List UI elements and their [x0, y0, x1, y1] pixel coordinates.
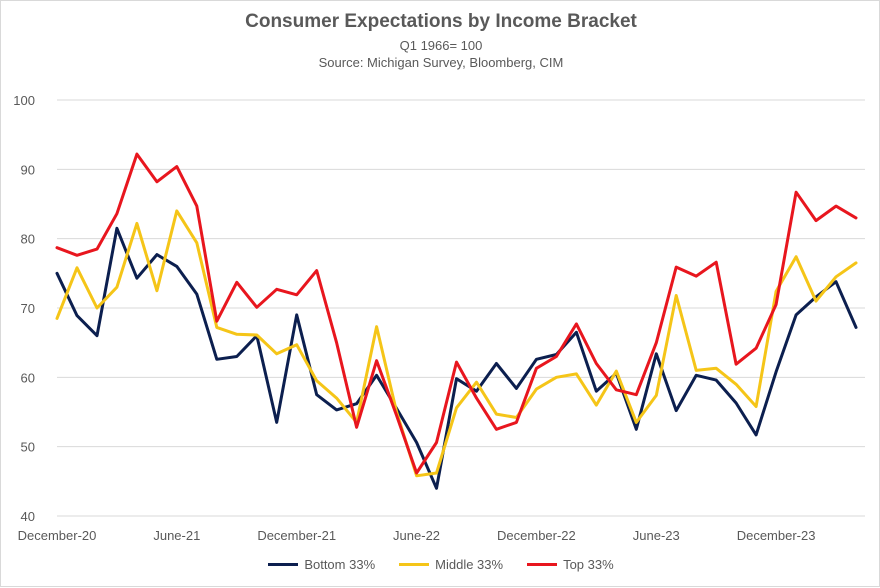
legend-swatch	[527, 563, 558, 566]
gridlines	[57, 99, 865, 517]
legend-swatch	[399, 563, 430, 566]
legend-label: Top 33%	[563, 557, 614, 572]
x-tick-label: June-21	[153, 528, 200, 543]
series-line-bottom-33	[55, 226, 858, 490]
chart-subtitle-source: Source: Michigan Survey, Bloomberg, CIM	[318, 55, 564, 70]
y-tick-label: 90	[21, 162, 35, 177]
series-lines	[55, 152, 858, 490]
chart-title: Consumer Expectations by Income Bracket	[245, 11, 637, 32]
x-tick-label: June-23	[633, 528, 680, 543]
x-tick-label: December-22	[497, 528, 576, 543]
y-tick-label: 80	[21, 232, 35, 247]
y-tick-label: 70	[21, 301, 35, 316]
series-line-middle-33	[55, 209, 858, 478]
y-tick-label: 40	[21, 509, 35, 524]
y-tick-label: 60	[21, 370, 35, 385]
x-tick-label: June-22	[393, 528, 440, 543]
legend-item: Bottom 33%	[268, 557, 375, 572]
legend-swatch	[268, 563, 299, 566]
series-line-top-33	[55, 152, 858, 475]
x-axis-tick-labels: December-20 June-21 December-21 June-22 Dece…	[18, 528, 816, 543]
legend-label: Bottom 33%	[304, 557, 376, 572]
chart-legend: Bottom 33% Middle 33% Top 33%	[1, 557, 880, 572]
chart-subtitle-base: Q1 1966= 100	[399, 38, 483, 53]
legend-label: Middle 33%	[435, 557, 504, 572]
legend-item: Top 33%	[527, 557, 614, 572]
legend-item: Middle 33%	[399, 557, 503, 572]
x-tick-label: December-20	[18, 528, 97, 543]
y-tick-label: 50	[21, 440, 35, 455]
x-tick-label: December-21	[257, 528, 336, 543]
x-tick-label: December-23	[737, 528, 816, 543]
y-axis-tick-labels: 40 50 60 70 80 90 100	[13, 93, 35, 524]
y-tick-label: 100	[13, 93, 35, 108]
